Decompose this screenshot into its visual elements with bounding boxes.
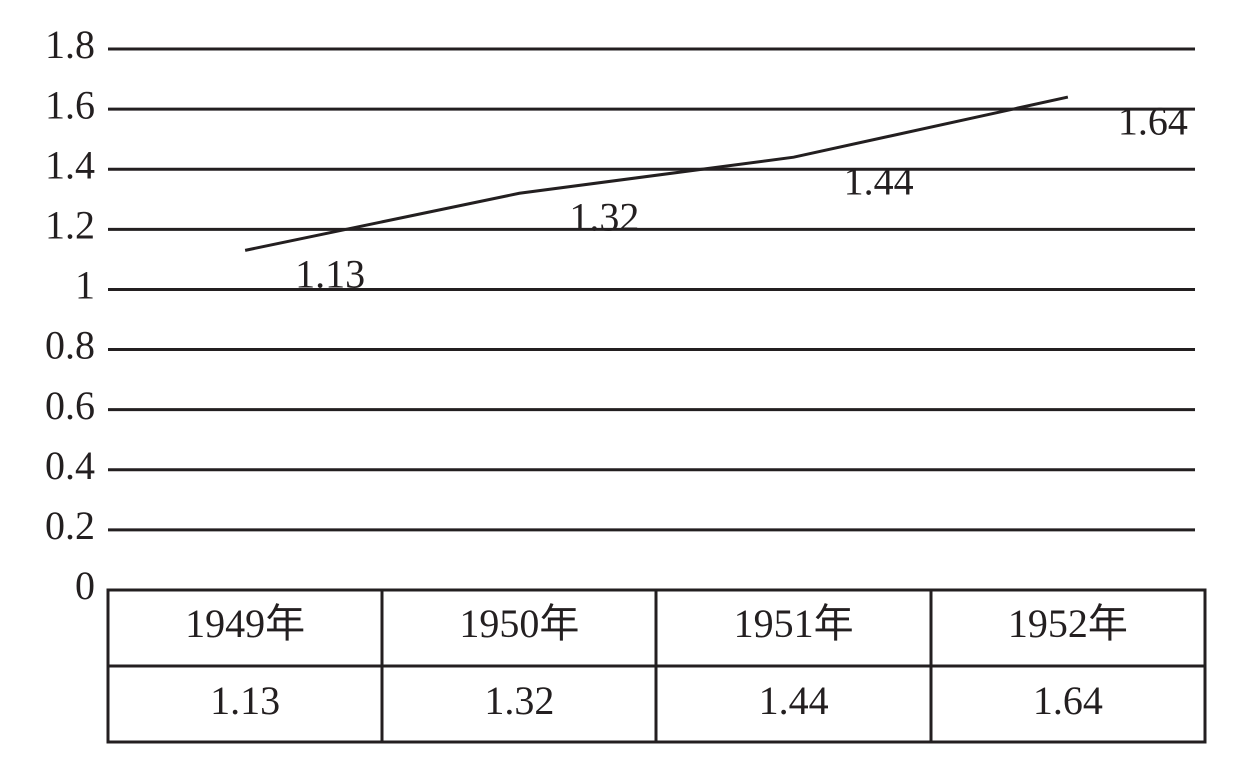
data-line — [244, 95, 1069, 252]
y-tick-label: 0.2 — [45, 503, 95, 548]
data-label: 1.44 — [844, 158, 914, 203]
x-tick-label: 1949年 — [185, 601, 305, 646]
table-value: 1.32 — [484, 678, 554, 723]
x-tick-label: 1952年 — [1008, 601, 1128, 646]
data-label: 1.13 — [295, 252, 365, 297]
data-label: 1.64 — [1118, 98, 1188, 143]
y-tick-label: 0.4 — [45, 443, 95, 488]
y-tick-label: 0.8 — [45, 323, 95, 368]
table-value: 1.64 — [1033, 678, 1103, 723]
y-tick-label: 1.6 — [45, 82, 95, 127]
table-value: 1.44 — [759, 678, 829, 723]
x-tick-label: 1951年 — [734, 601, 854, 646]
y-tick-label: 1.8 — [45, 22, 95, 67]
data-label: 1.32 — [569, 194, 639, 239]
y-tick-label: 0 — [75, 563, 95, 608]
y-tick-label: 0.6 — [45, 383, 95, 428]
y-tick-label: 1.4 — [45, 142, 95, 187]
y-tick-label: 1 — [75, 263, 95, 308]
y-tick-label: 1.2 — [45, 203, 95, 248]
table-value: 1.13 — [210, 678, 280, 723]
x-tick-label: 1950年 — [459, 601, 579, 646]
